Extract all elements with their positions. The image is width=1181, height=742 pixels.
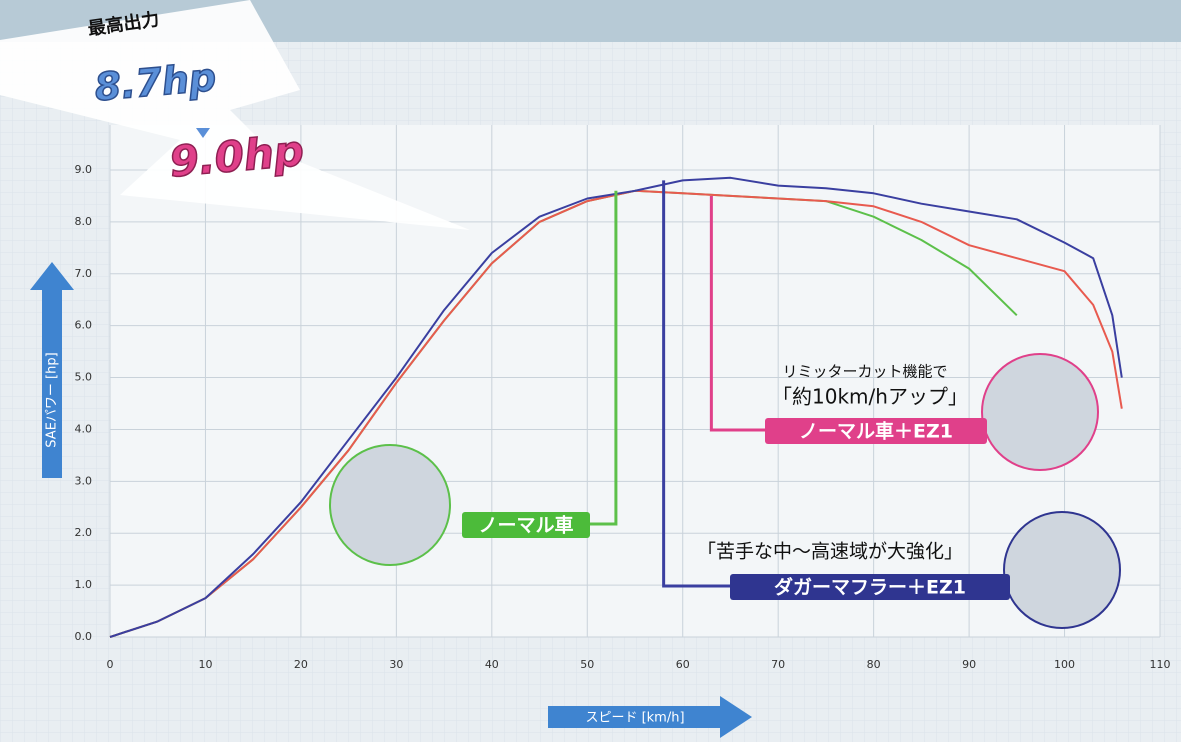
y-tick-label: 0.0	[75, 630, 93, 643]
x-tick-label: 100	[1054, 658, 1075, 671]
annotation: リミッターカット機能で	[782, 363, 947, 381]
series-line	[109, 176, 1123, 638]
callout-leader	[709, 195, 765, 432]
x-tick-label: 0	[107, 658, 114, 671]
callout-box	[765, 418, 987, 444]
scooter-photo	[1003, 511, 1121, 629]
x-tick-label: 10	[198, 658, 212, 671]
x-tick-label: 60	[676, 658, 690, 671]
y-tick-label: 7.0	[75, 267, 93, 280]
lines	[109, 176, 1123, 638]
y-tick-label: 2.0	[75, 526, 93, 539]
annotation: 「約10km/hアップ」	[772, 385, 968, 409]
callout-leader	[662, 180, 730, 588]
legend-label: ダガーマフラー＋EZ1	[774, 576, 966, 599]
x-axis-label: スピード [km/h]	[585, 711, 684, 726]
x-tick-label: 80	[867, 658, 881, 671]
y-tick-label: 1.0	[75, 578, 93, 591]
series-line	[109, 189, 1123, 638]
x-axis-arrow	[548, 696, 752, 738]
y-axis-arrow	[30, 262, 74, 478]
y-axis-label: SAEパワー [hp]	[45, 352, 60, 447]
legend-label: ノーマル車	[478, 514, 573, 537]
annotation: 「苦手な中～高速域が大強化」	[697, 541, 963, 563]
x-tick-label: 70	[771, 658, 785, 671]
x-tick-label: 50	[580, 658, 594, 671]
y-tick-label: 6.0	[75, 319, 93, 332]
headline-banner	[0, 0, 470, 230]
x-tick-label: 40	[485, 658, 499, 671]
y-tick-label: 4.0	[75, 422, 93, 435]
y-tick-label: 9.0	[75, 163, 93, 176]
callout-box	[730, 574, 1010, 600]
scooter-photo	[329, 444, 451, 566]
headline-before: 8.7hp	[93, 55, 218, 109]
headline-arrow	[196, 128, 210, 138]
y-tick-label: 5.0	[75, 371, 93, 384]
callout-box	[462, 512, 590, 538]
scooter-photo	[981, 353, 1099, 471]
x-tick-label: 20	[294, 658, 308, 671]
y-tick-label: 3.0	[75, 474, 93, 487]
legend-label: ノーマル車＋EZ1	[799, 420, 953, 443]
x-tick-label: 90	[962, 658, 976, 671]
y-tick-label: 8.0	[75, 215, 93, 228]
x-tick-label: 110	[1150, 658, 1171, 671]
x-tick-label: 30	[389, 658, 403, 671]
